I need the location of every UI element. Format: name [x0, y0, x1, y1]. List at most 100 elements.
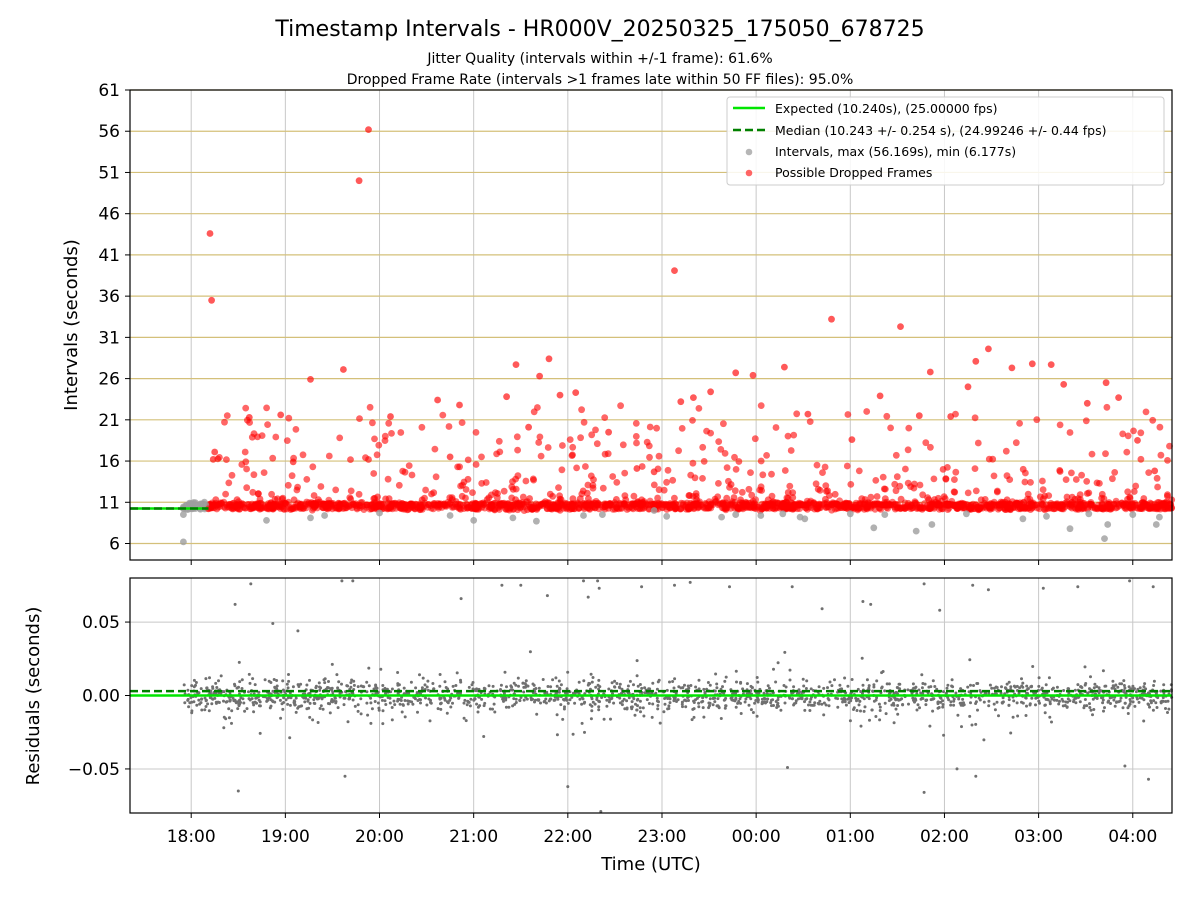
dropped-frame-point: [887, 424, 894, 432]
residual-point: [887, 682, 891, 686]
residual-point: [335, 673, 339, 677]
intervals-y-tick-label: 56: [98, 122, 120, 142]
dropped-frame-point: [638, 496, 646, 504]
residual-point: [312, 698, 316, 702]
dropped-frame-point: [689, 417, 696, 424]
residual-point: [597, 678, 601, 682]
residual-point: [241, 697, 245, 701]
residual-point: [365, 680, 369, 684]
dropped-frame-point: [498, 501, 506, 509]
residual-point: [336, 706, 340, 710]
residual-point: [788, 678, 792, 682]
dropped-frame-point: [814, 485, 822, 493]
residual-point: [910, 691, 914, 695]
residual-point: [1112, 685, 1116, 688]
residual-point: [1001, 696, 1005, 700]
interval-point: [779, 510, 787, 518]
residual-point: [230, 721, 233, 725]
dropped-frame-point: [457, 505, 464, 513]
dropped-frame-point: [646, 423, 654, 431]
dropped-frame-point: [757, 402, 765, 409]
residual-point: [555, 733, 559, 737]
dropped-frame-point: [1021, 478, 1029, 486]
interval-point: [1066, 525, 1074, 533]
residual-point: [809, 687, 813, 691]
dropped-frame-point: [536, 433, 544, 441]
residual-point: [359, 712, 363, 716]
residual-point: [655, 696, 659, 700]
dropped-frame-point: [707, 501, 715, 509]
residual-point: [697, 701, 701, 705]
residual-point: [232, 699, 236, 703]
dropped-frame-point: [1119, 430, 1127, 438]
dropped-frame-point: [976, 504, 984, 512]
dropped-frame-point: [873, 500, 881, 507]
residual-point: [992, 702, 996, 706]
residual-point: [922, 790, 926, 794]
residual-point: [1142, 685, 1146, 689]
residual-point: [555, 713, 559, 717]
residual-point: [580, 721, 584, 725]
residual-point: [920, 673, 924, 677]
dropped-frame-point: [660, 486, 668, 494]
residual-point: [788, 668, 792, 672]
dropped-frame-point: [217, 500, 225, 507]
residual-point: [766, 684, 770, 688]
residual-point: [351, 579, 355, 583]
residual-point: [1050, 697, 1054, 701]
dropped-frame-point: [891, 505, 899, 513]
residual-point: [838, 683, 842, 687]
residual-point: [1083, 698, 1087, 701]
dropped-frame-point: [735, 458, 743, 465]
dropped-frame-point: [902, 465, 909, 473]
dropped-frame-point: [572, 389, 580, 396]
dropped-frame-point: [384, 505, 391, 513]
residual-point: [992, 686, 996, 690]
residual-point: [597, 586, 601, 590]
residual-point: [269, 681, 273, 684]
residual-point: [826, 686, 829, 690]
intervals-y-tick-label: 31: [98, 328, 120, 348]
residual-point: [577, 680, 581, 684]
residual-point: [599, 810, 603, 813]
residual-point: [224, 717, 228, 721]
dropped-frame-point: [1132, 501, 1139, 509]
dropped-frame-point: [1112, 497, 1120, 505]
dropped-frame-point: [1149, 416, 1157, 424]
interval-point: [599, 511, 606, 518]
residual-point: [443, 698, 447, 702]
residual-point: [1012, 684, 1016, 688]
residual-point: [582, 701, 586, 705]
dropped-frame-point: [223, 456, 230, 463]
dropped-frame-point: [1084, 505, 1092, 512]
residual-point: [843, 676, 847, 680]
dropped-frame-point: [689, 459, 697, 467]
dropped-frame-point: [580, 418, 588, 426]
residual-point: [305, 683, 309, 687]
dropped-frame-point: [682, 502, 690, 509]
dropped-frame-point: [1154, 483, 1161, 491]
interval-point: [1156, 513, 1163, 521]
dropped-frame-point: [891, 480, 899, 488]
dropped-frame-point: [872, 477, 880, 484]
residual-point: [684, 699, 688, 703]
residual-point: [475, 702, 479, 706]
dropped-frame-point: [446, 453, 454, 461]
residual-point: [895, 691, 899, 694]
dropped-frame-point: [981, 496, 989, 503]
residual-point: [692, 707, 696, 711]
residual-point: [359, 697, 363, 701]
dropped-frame-point: [926, 368, 934, 376]
residual-point: [1109, 702, 1112, 705]
dropped-frame-point: [828, 315, 835, 323]
dropped-frame-point: [768, 470, 775, 478]
residual-point: [883, 689, 887, 693]
dropped-frame-point: [421, 494, 428, 502]
residual-point: [1000, 685, 1003, 689]
residual-point: [519, 583, 523, 587]
dropped-frame-point: [758, 487, 765, 494]
residual-point: [248, 681, 252, 685]
interval-point: [870, 524, 878, 532]
residual-point: [1057, 702, 1061, 706]
residual-point: [1009, 685, 1013, 689]
